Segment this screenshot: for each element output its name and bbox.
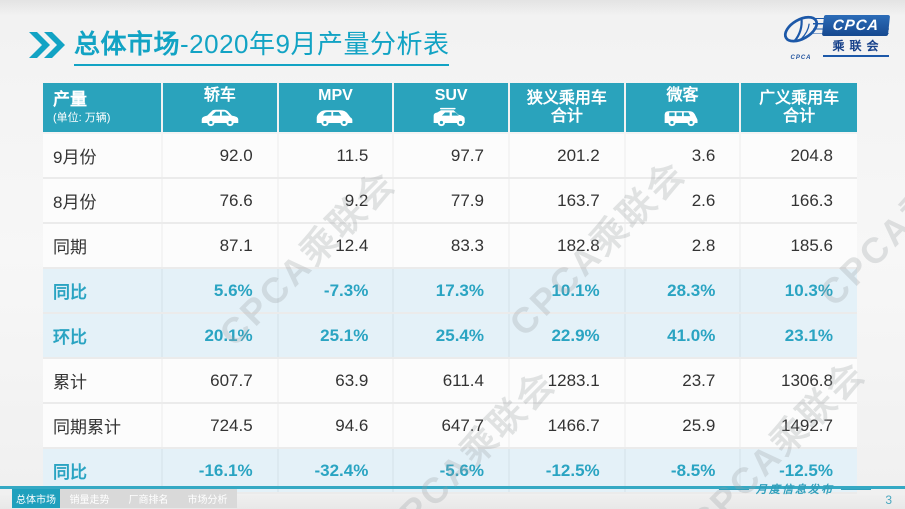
header-cell-narrow-pv-total: 狭义乘用车 合计 <box>509 83 626 132</box>
table-header-row: 产量 (单位: 万辆) 轿车 MPV SUV <box>43 83 857 132</box>
unit-subtitle: (单位: 万辆) <box>53 111 111 124</box>
table-cell: -12.5% <box>510 449 626 492</box>
header-cell-broad-pv-total: 广义乘用车 合计 <box>741 83 857 132</box>
table-row-september: 9月份 92.0 11.5 97.7 201.2 3.6 204.8 <box>43 134 857 179</box>
table-row-august: 8月份 76.6 9.2 77.9 163.7 2.6 166.3 <box>43 179 857 224</box>
table-cell: 12.4 <box>279 224 395 267</box>
row-label: 环比 <box>43 314 163 357</box>
slide-title-bar: 总体市场-2020年9月产量分析表 <box>28 24 450 66</box>
table-cell: 11.5 <box>279 134 395 177</box>
table-cell: 607.7 <box>163 359 279 402</box>
table-cell: 647.7 <box>394 404 510 447</box>
table-cell: 20.1% <box>163 314 279 357</box>
table-cell: -5.6% <box>394 449 510 492</box>
table-cell: 5.6% <box>163 269 279 312</box>
tab-market-analysis[interactable]: 市场分析 <box>178 489 237 508</box>
header-cell-unit: 产量 (单位: 万辆) <box>43 83 163 132</box>
table-cell: 1466.7 <box>510 404 626 447</box>
table-cell: 2.6 <box>626 179 742 222</box>
table-cell: -32.4% <box>279 449 395 492</box>
row-label: 累计 <box>43 359 163 402</box>
unit-title: 产量 <box>53 90 87 110</box>
table-row-same-period: 同期 87.1 12.4 83.3 182.8 2.8 185.6 <box>43 224 857 269</box>
section-tabs: 总体市场 销量走势 厂商排名 市场分析 <box>12 489 237 508</box>
table-cell: 2.8 <box>626 224 742 267</box>
tab-sales-trend[interactable]: 销量走势 <box>60 489 119 508</box>
logo-org-name: 乘联会 <box>823 36 889 57</box>
tab-overall-market[interactable]: 总体市场 <box>12 489 60 508</box>
table-cell: 83.3 <box>394 224 510 267</box>
table-cell: 94.6 <box>279 404 395 447</box>
page-title-rest: -2020年9月产量分析表 <box>180 29 450 59</box>
mpv-icon <box>317 109 353 126</box>
table-cell: 724.5 <box>163 404 279 447</box>
page-title-section: 总体市场 <box>74 29 181 59</box>
row-label: 同期 <box>43 224 163 267</box>
table-row-cumulative: 累计 607.7 63.9 611.4 1283.1 23.7 1306.8 <box>43 359 857 404</box>
table-cell: 201.2 <box>510 134 626 177</box>
table-cell: 25.1% <box>279 314 395 357</box>
logo-brand: CPCA <box>821 15 891 36</box>
production-table: 产量 (单位: 万辆) 轿车 MPV SUV <box>43 83 857 494</box>
row-label: 9月份 <box>43 134 163 177</box>
table-cell: -8.5% <box>626 449 742 492</box>
table-cell: 9.2 <box>279 179 395 222</box>
page-title: 总体市场-2020年9月产量分析表 <box>74 24 450 66</box>
table-row-cumulative-same-period: 同期累计 724.5 94.6 647.7 1466.7 25.9 1492.7 <box>43 404 857 449</box>
table-cell: 1306.8 <box>780 370 833 390</box>
table-row-yoy: 同比 5.6% -7.3% 17.3% 10.1% 28.3% 10.3% <box>43 269 857 314</box>
tab-oem-ranking[interactable]: 厂商排名 <box>119 489 178 508</box>
table-cell: 611.4 <box>394 359 510 402</box>
footer-caption: 月度信息发布 <box>719 481 871 497</box>
table-cell: 163.7 <box>510 179 626 222</box>
table-cell: 22.9% <box>510 314 626 357</box>
table-row-mom: 环比 20.1% 25.1% 25.4% 22.9% 41.0% 23.1% <box>43 314 857 359</box>
header-cell-mpv: MPV <box>278 83 395 132</box>
table-cell: 77.9 <box>394 179 510 222</box>
table-cell: 10.1% <box>510 269 626 312</box>
row-label: 同比 <box>43 269 163 312</box>
table-cell: 1492.7 <box>780 415 833 435</box>
caption-right-line <box>841 488 871 490</box>
cpca-logo: CPCA CPCA 乘联会 <box>781 10 891 62</box>
logo-icon-caption: CPCA <box>790 54 812 61</box>
table-cell: 182.8 <box>510 224 626 267</box>
logo-wordmark: CPCA 乘联会 <box>813 15 891 57</box>
footer-divider-line <box>0 486 905 489</box>
header-cell-suv: SUV <box>394 83 510 132</box>
table-cell: 25.4% <box>394 314 510 357</box>
header-cell-sedan: 轿车 <box>163 83 279 132</box>
double-chevron-icon <box>29 32 65 58</box>
table-cell: 185.6 <box>790 235 833 255</box>
table-cell: -7.3% <box>279 269 395 312</box>
table-cell: 204.8 <box>790 145 833 165</box>
suv-icon <box>433 107 465 126</box>
table-cell: 166.3 <box>790 190 833 210</box>
page-number: 3 <box>885 493 892 507</box>
table-cell: 87.1 <box>163 224 279 267</box>
table-cell: 92.0 <box>163 134 279 177</box>
table-cell: -16.1% <box>163 449 279 492</box>
table-cell: 23.7 <box>626 359 742 402</box>
caption-left-line <box>719 488 749 490</box>
table-cell: 17.3% <box>394 269 510 312</box>
van-icon <box>665 110 699 126</box>
table-cell: 3.6 <box>626 134 742 177</box>
sedan-icon <box>201 109 239 126</box>
table-cell: 76.6 <box>163 179 279 222</box>
table-cell: 23.1% <box>784 325 833 345</box>
table-cell: 97.7 <box>394 134 510 177</box>
footer-caption-text: 月度信息发布 <box>756 483 834 496</box>
table-cell: 25.9 <box>626 404 742 447</box>
row-label: 同比 <box>43 449 163 492</box>
header-cell-microvan: 微客 <box>625 83 742 132</box>
table-cell: 41.0% <box>626 314 742 357</box>
row-label: 同期累计 <box>43 404 163 447</box>
table-cell: -12.5% <box>779 460 833 480</box>
table-cell: 63.9 <box>279 359 395 402</box>
table-cell: 28.3% <box>626 269 742 312</box>
table-cell: 10.3% <box>784 280 833 300</box>
row-label: 8月份 <box>43 179 163 222</box>
table-cell: 1283.1 <box>510 359 626 402</box>
